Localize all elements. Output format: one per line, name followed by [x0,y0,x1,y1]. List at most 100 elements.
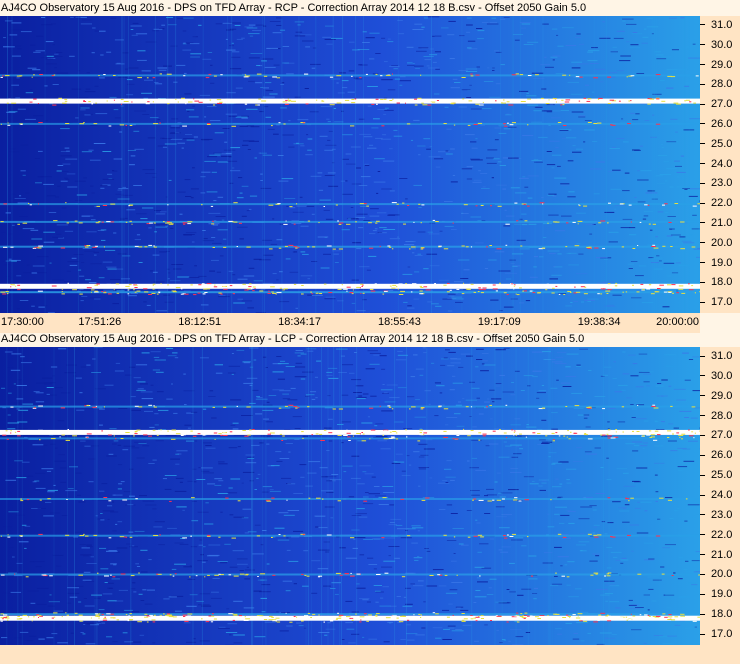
band-speckle [304,615,309,616]
noise-mark [471,387,480,389]
noise-mark [655,175,664,177]
noise-mark [369,58,375,60]
noise-mark [90,219,96,221]
noise-mark [165,196,168,198]
noise-mark [654,445,664,447]
band-speckle [681,433,686,435]
noise-mark [102,151,112,152]
noise-mark [415,634,425,636]
noise-mark [671,49,679,51]
noise-mark [408,464,412,466]
noise-mark [99,408,105,410]
noise-mark [355,385,364,387]
noise-mark [644,120,650,121]
noise-mark [117,198,130,200]
noise-mark [612,294,622,296]
noise-mark [353,537,366,539]
band-speckle [156,293,159,295]
noise-mark [455,606,464,608]
band-speckle [662,204,665,206]
noise-mark [502,188,507,190]
noise-mark [647,576,659,578]
noise-mark [541,110,553,112]
band-speckle [256,535,261,537]
band-speckle [47,498,51,500]
noise-mark [300,476,305,478]
noise-mark [299,464,307,466]
band-speckle [647,103,651,105]
noise-mark [324,175,335,176]
band-speckle [505,404,508,406]
noise-mark [12,193,16,195]
band-speckle [574,245,580,247]
noise-mark [481,22,489,23]
band-speckle [0,76,3,78]
y-tick-mark [700,395,705,397]
band-speckle [94,290,98,292]
noise-mark [688,582,696,584]
noise-mark [697,247,700,249]
noise-mark [155,226,167,228]
band-speckle [363,500,368,502]
band-speckle [130,575,135,577]
band-speckle [468,100,473,102]
band-speckle [2,293,7,295]
band-speckle [691,431,694,433]
noise-mark [132,22,139,24]
noise-mark [18,541,29,543]
noise-mark [690,188,700,190]
vertical-streak [654,16,656,313]
noise-mark [387,621,394,623]
noise-mark [469,416,472,417]
noise-mark [368,255,377,257]
noise-mark [445,150,449,152]
noise-mark [48,601,60,603]
y-tick-mark [700,355,705,357]
band-speckle [605,290,611,292]
band-speckle [210,621,214,623]
noise-mark [66,602,72,604]
band-speckle [107,293,112,295]
noise-mark [288,560,299,562]
band-speckle [94,615,98,617]
band-speckle [123,536,126,538]
noise-mark [583,417,588,419]
noise-mark [163,598,170,600]
noise-mark [148,559,152,561]
noise-mark [105,249,116,251]
noise-mark [118,76,128,78]
noise-mark [449,389,456,391]
band-speckle [655,615,661,617]
noise-mark [592,532,596,534]
noise-mark [342,134,353,136]
noise-mark [622,218,633,220]
noise-mark [57,165,64,166]
band-speckle [169,574,172,576]
noise-mark [644,28,647,30]
band-speckle [33,616,35,618]
noise-mark [488,587,492,589]
noise-mark [519,177,529,179]
band-speckle [646,434,651,436]
band-speckle [143,434,148,436]
band-speckle [169,500,172,502]
noise-mark [44,383,52,385]
band-speckle [338,248,343,250]
noise-mark [1,260,12,262]
band-speckle [212,220,214,222]
noise-mark [60,155,72,157]
band-speckle [153,123,159,125]
band-speckle [106,283,111,285]
noise-mark [449,389,455,391]
band-speckle [212,406,215,408]
noise-mark [550,56,558,58]
noise-mark [609,148,620,150]
noise-mark [311,294,323,296]
noise-mark [139,495,147,497]
noise-mark [683,132,694,134]
noise-mark [510,629,522,630]
band-speckle [260,573,266,575]
noise-mark [326,491,334,493]
band-speckle [689,101,692,103]
noise-mark [245,454,255,456]
